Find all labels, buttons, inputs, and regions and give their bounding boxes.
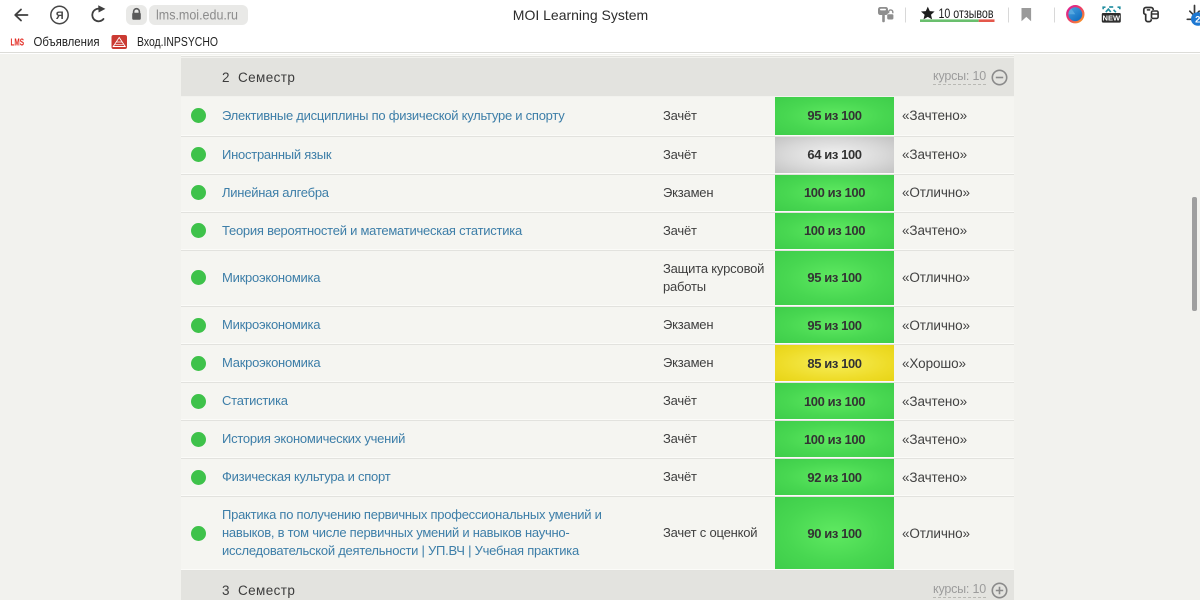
svg-text:Объявления: Объявления <box>34 35 100 49</box>
svg-text:NEW: NEW <box>1103 14 1121 23</box>
svg-text:2: 2 <box>1195 14 1200 25</box>
svg-text:LMS: LMS <box>11 38 25 49</box>
svg-text:lms.moi.edu.ru: lms.moi.edu.ru <box>156 7 238 23</box>
svg-text:10 отзывов: 10 отзывов <box>939 6 994 21</box>
svg-text:Вход.INPSYCHO: Вход.INPSYCHO <box>137 35 218 49</box>
svg-text:Я: Я <box>56 10 64 22</box>
